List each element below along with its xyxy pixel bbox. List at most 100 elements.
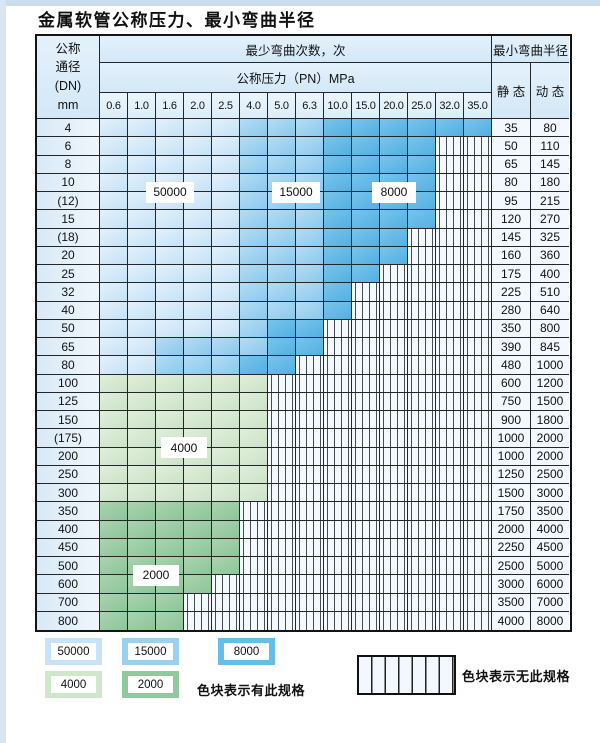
legend-swatch-4000: 4000	[45, 671, 102, 698]
spec-cell	[100, 173, 128, 192]
spec-cell	[324, 228, 352, 247]
spec-cell	[212, 411, 240, 430]
spec-cell	[240, 411, 268, 430]
dn-cell: (18)	[37, 228, 100, 247]
static-column-header: 静 态	[492, 63, 531, 119]
spec-cell	[212, 374, 240, 393]
dynamic-radius-cell: 845	[531, 338, 569, 357]
spec-cell	[296, 155, 324, 174]
no-spec-cell	[212, 611, 240, 630]
dn-cell: 8	[37, 155, 100, 174]
static-radius-cell: 1750	[492, 502, 531, 521]
dynamic-radius-cell: 510	[531, 283, 569, 302]
spec-cell	[212, 520, 240, 539]
spec-cell	[128, 319, 156, 338]
spec-cell	[268, 246, 296, 265]
spec-cell	[240, 210, 268, 229]
no-spec-cell	[436, 301, 464, 320]
pressure-value-header: 1.0	[128, 93, 156, 119]
no-spec-cell	[296, 611, 324, 630]
no-spec-cell	[436, 155, 464, 174]
spec-cell	[100, 593, 128, 612]
spec-cell	[408, 155, 436, 174]
legend-no-spec-note: 色块表示无此规格	[462, 669, 571, 684]
no-spec-cell	[464, 173, 492, 192]
spec-cell	[268, 137, 296, 156]
no-spec-cell	[408, 593, 436, 612]
no-spec-cell	[464, 246, 492, 265]
no-spec-cell	[408, 557, 436, 576]
no-spec-cell	[464, 484, 492, 503]
no-spec-cell	[380, 538, 408, 557]
no-spec-cell	[268, 392, 296, 411]
dynamic-radius-cell: 400	[531, 265, 569, 284]
spec-cell	[240, 119, 268, 138]
dn-cell: 100	[37, 374, 100, 393]
page-left-edge	[0, 0, 6, 743]
no-spec-cell	[408, 502, 436, 521]
no-spec-cell	[240, 557, 268, 576]
spec-cell	[100, 557, 128, 576]
spec-cell	[128, 484, 156, 503]
spec-cell	[100, 484, 128, 503]
spec-cell	[156, 283, 184, 302]
dn-cell: 50	[37, 319, 100, 338]
static-radius-cell: 1500	[492, 484, 531, 503]
spec-cell	[156, 137, 184, 156]
no-spec-cell	[324, 538, 352, 557]
spec-cell	[324, 265, 352, 284]
dynamic-radius-cell: 2000	[531, 429, 569, 448]
spec-cell	[184, 465, 212, 484]
no-spec-cell	[436, 465, 464, 484]
no-spec-cell	[324, 338, 352, 357]
spec-cell	[240, 265, 268, 284]
spec-cell	[212, 392, 240, 411]
no-spec-cell	[408, 246, 436, 265]
no-spec-cell	[324, 593, 352, 612]
spec-cell	[156, 338, 184, 357]
spec-cell	[100, 411, 128, 430]
spec-cell	[212, 538, 240, 557]
no-spec-cell	[352, 356, 380, 375]
spec-cell	[240, 228, 268, 247]
spec-cell	[100, 611, 128, 630]
dynamic-radius-cell: 2500	[531, 465, 569, 484]
cycle-count-label: 2000	[133, 564, 179, 586]
spec-cell	[100, 575, 128, 594]
spec-cell	[240, 338, 268, 357]
spec-cell	[324, 192, 352, 211]
spec-cell	[212, 137, 240, 156]
legend-swatch-label: 2000	[128, 676, 173, 693]
spec-cell	[296, 265, 324, 284]
static-radius-cell: 95	[492, 192, 531, 211]
static-radius-cell: 1000	[492, 447, 531, 466]
no-spec-cell	[240, 520, 268, 539]
dn-cell: 700	[37, 593, 100, 612]
legend-swatch-label: 8000	[224, 643, 269, 660]
spec-cell	[156, 465, 184, 484]
spec-cell	[128, 392, 156, 411]
dynamic-radius-cell: 640	[531, 301, 569, 320]
no-spec-cell	[436, 338, 464, 357]
spec-cell	[184, 265, 212, 284]
spec-cell	[184, 338, 212, 357]
dynamic-radius-cell: 1500	[531, 392, 569, 411]
no-spec-cell	[408, 392, 436, 411]
static-radius-cell: 3500	[492, 593, 531, 612]
no-spec-cell	[296, 447, 324, 466]
dn-cell: 6	[37, 137, 100, 156]
no-spec-cell	[464, 338, 492, 357]
spec-cell	[100, 465, 128, 484]
no-spec-cell	[296, 575, 324, 594]
pressure-value-header: 25.0	[408, 93, 436, 119]
spec-cell	[128, 538, 156, 557]
no-spec-cell	[240, 538, 268, 557]
spec-cell	[184, 374, 212, 393]
spec-cell	[324, 173, 352, 192]
spec-cell	[352, 137, 380, 156]
spec-cell	[156, 538, 184, 557]
spec-cell	[212, 301, 240, 320]
dn-cell: 25	[37, 265, 100, 284]
no-spec-cell	[408, 265, 436, 284]
no-spec-cell	[408, 465, 436, 484]
